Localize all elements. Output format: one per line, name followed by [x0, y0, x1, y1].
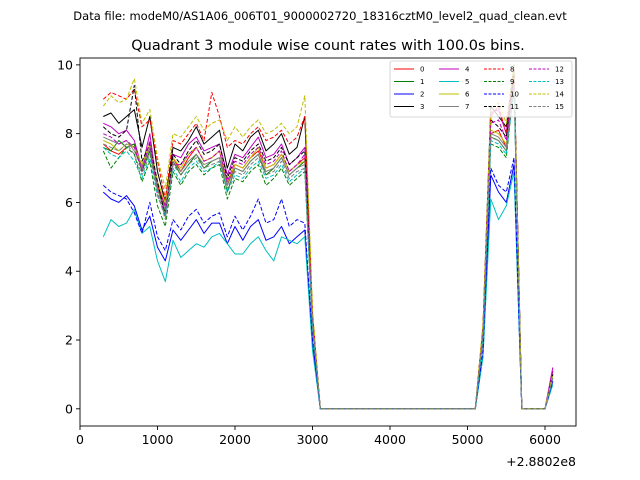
- y-tick-label: 4: [65, 264, 73, 279]
- legend-label-15: 15: [555, 103, 564, 111]
- y-axis: 0 2 4 6 8 10: [57, 57, 80, 416]
- y-tick-label: 0: [65, 401, 73, 416]
- x-tick-label: 6000: [529, 432, 561, 447]
- x-tick-label: 0: [76, 432, 84, 447]
- y-tick-label: 8: [65, 126, 73, 141]
- x-tick-label: 2000: [219, 432, 251, 447]
- legend-frame: [389, 60, 573, 118]
- series-line-12: [103, 78, 554, 410]
- legend-label-3: 3: [420, 103, 424, 111]
- legend-label-13: 13: [555, 78, 564, 86]
- series-line-1: [103, 74, 554, 410]
- series-line-15: [103, 85, 554, 410]
- legend-label-12: 12: [555, 66, 564, 74]
- y-tick-label: 2: [65, 333, 73, 348]
- series-line-6: [103, 78, 554, 410]
- legend-label-4: 4: [465, 66, 470, 74]
- x-tick-label: 1000: [142, 432, 174, 447]
- legend-label-1: 1: [420, 78, 424, 86]
- x-offset-label: +2.8802e8: [506, 454, 576, 469]
- chart-title: Quadrant 3 module wise count rates with …: [131, 38, 525, 54]
- legend-label-6: 6: [465, 91, 470, 99]
- x-axis: 0 1000 2000 3000 4000 5000 6000: [76, 426, 561, 447]
- legend-label-5: 5: [465, 78, 469, 86]
- y-tick-label: 6: [65, 195, 73, 210]
- x-tick-label: 3000: [297, 432, 329, 447]
- chart-suptitle: Data file: modeM0/AS1A06_006T01_90000027…: [73, 9, 567, 23]
- legend-label-10: 10: [510, 91, 519, 99]
- plot-frame: [79, 57, 577, 427]
- series-line-13: [102, 88, 554, 410]
- legend-label-0: 0: [420, 66, 424, 74]
- y-tick-label: 10: [57, 57, 73, 72]
- x-tick-label: 4000: [374, 432, 406, 447]
- series-line-11: [102, 74, 554, 410]
- legend-label-11: 11: [510, 103, 519, 111]
- legend-label-2: 2: [420, 91, 424, 99]
- legend-label-7: 7: [465, 103, 469, 111]
- legend-label-8: 8: [510, 66, 514, 74]
- legend-label-14: 14: [555, 91, 564, 99]
- x-tick-label: 5000: [452, 432, 484, 447]
- legend-label-9: 9: [510, 78, 514, 86]
- series-lines: [102, 64, 554, 410]
